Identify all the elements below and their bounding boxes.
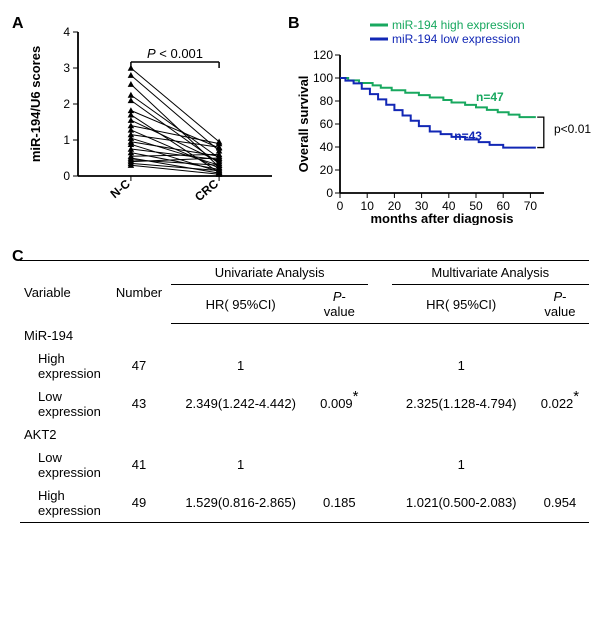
svg-text:40: 40 (320, 140, 334, 154)
svg-text:80: 80 (320, 94, 334, 108)
panel-b-chart: 020406080100120010203040506070Overall su… (292, 15, 602, 225)
panel-b: B 020406080100120010203040506070Overall … (292, 15, 602, 230)
panel-a: A 0 1 2 3 4 N-C CRC miR-194/U6 scores P < 0.001 (12, 15, 282, 230)
svg-text:20: 20 (320, 163, 334, 177)
svg-text:1: 1 (63, 133, 70, 147)
svg-text:0: 0 (63, 169, 70, 183)
svg-text:months after diagnosis: months after diagnosis (370, 211, 513, 225)
svg-text:2: 2 (63, 97, 70, 111)
panel-c: C Variable Number Univariate Analysis Mu… (12, 260, 597, 523)
svg-text:0: 0 (326, 186, 333, 200)
svg-text:3: 3 (63, 61, 70, 75)
panel-a-chart: 0 1 2 3 4 N-C CRC miR-194/U6 scores P < 0.001 (22, 20, 282, 220)
panel-b-label: B (288, 15, 300, 33)
panel-c-label: C (12, 248, 24, 266)
svg-text:CRC: CRC (192, 176, 221, 204)
svg-text:60: 60 (320, 117, 334, 131)
svg-text:p<0.01: p<0.01 (554, 122, 591, 136)
svg-text:Overall survival: Overall survival (296, 76, 311, 173)
svg-text:miR-194 low expression: miR-194 low expression (392, 32, 520, 46)
svg-text:n=47: n=47 (476, 90, 504, 104)
panel-a-label: A (12, 15, 24, 33)
svg-text:P < 0.001: P < 0.001 (147, 46, 203, 61)
svg-text:N-C: N-C (108, 176, 134, 201)
analysis-table: Variable Number Univariate Analysis Mult… (20, 260, 589, 523)
svg-text:n=43: n=43 (454, 129, 482, 143)
svg-text:miR-194/U6 scores: miR-194/U6 scores (28, 46, 43, 162)
svg-text:70: 70 (524, 199, 538, 213)
svg-text:miR-194 high expression: miR-194 high expression (392, 18, 525, 32)
svg-text:120: 120 (313, 48, 333, 62)
svg-text:100: 100 (313, 71, 333, 85)
svg-text:0: 0 (337, 199, 344, 213)
svg-text:4: 4 (63, 25, 70, 39)
